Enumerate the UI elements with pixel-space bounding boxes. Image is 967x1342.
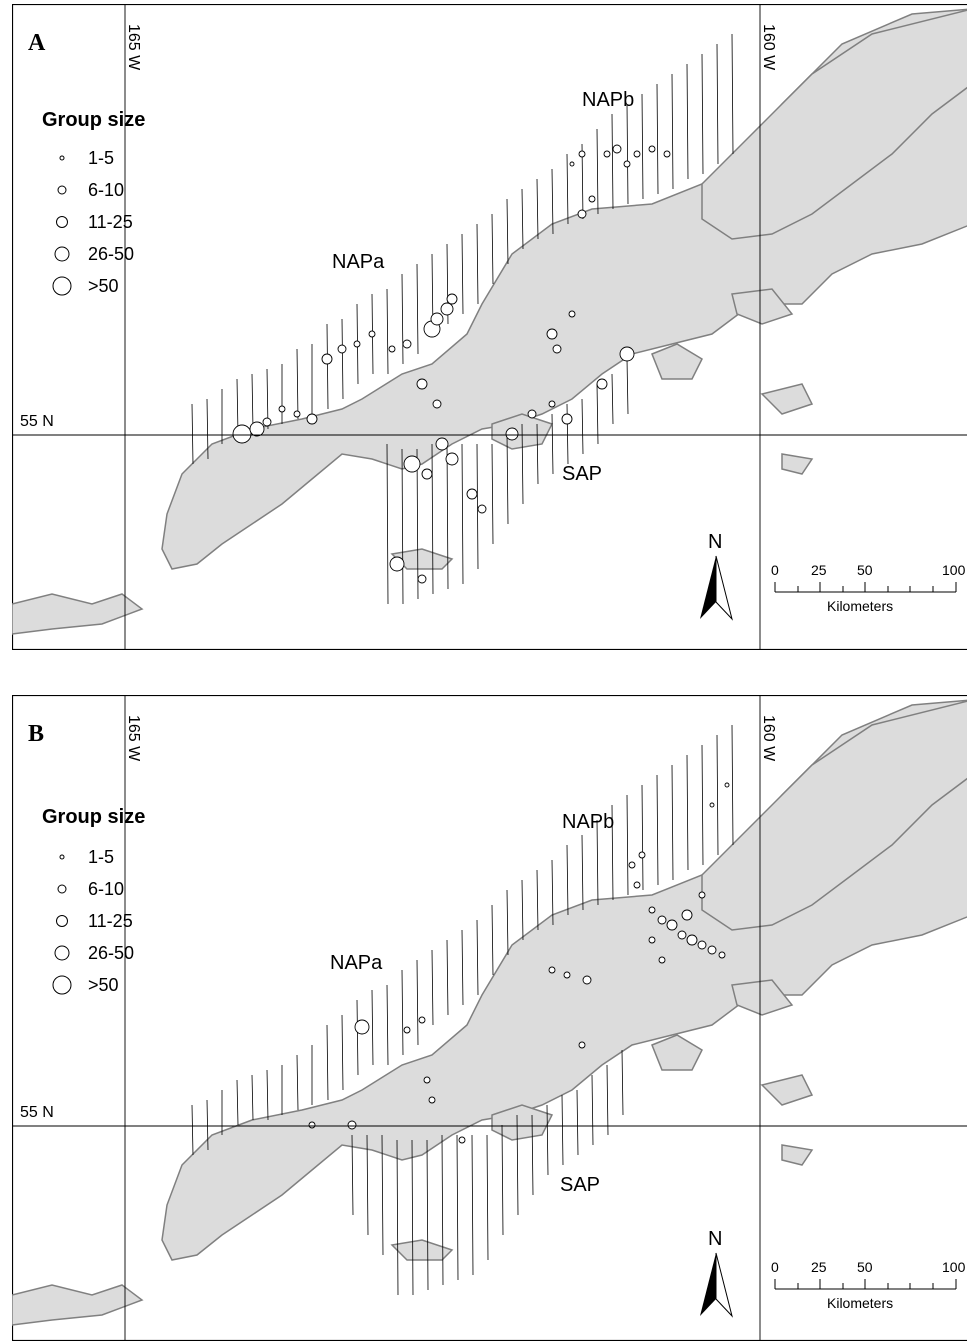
lon-east-label: 160 W	[760, 24, 777, 71]
island-small-1	[390, 548, 454, 570]
north-arrow-right-half	[715, 555, 733, 621]
lon-west-label: 165 W	[125, 24, 142, 71]
lon-east-label: 160 W	[760, 715, 777, 762]
legend-symbol-4	[54, 945, 70, 961]
legend-symbol-1	[59, 155, 65, 161]
scale-tick-label: 0	[771, 1259, 779, 1275]
legend-symbol-2	[57, 884, 67, 894]
north-arrow-label: N	[708, 531, 722, 553]
legend-label: 11-25	[88, 911, 133, 931]
mainland-east	[701, 9, 967, 240]
legend-label: 6-10	[88, 879, 124, 899]
scale-tick-label: 25	[811, 562, 827, 578]
region-label-napa: NAPa	[332, 251, 385, 273]
lat-label: 55 N	[20, 413, 54, 430]
panel-letter: B	[28, 721, 44, 747]
north-arrow-label: N	[708, 1228, 722, 1250]
legend-label: 1-5	[88, 148, 114, 168]
legend-symbol-2	[57, 185, 67, 195]
island-small-2	[651, 1034, 703, 1071]
scale-unit-label: Kilometers	[827, 1295, 893, 1311]
legend-label: >50	[88, 975, 119, 995]
island-small-4	[781, 1144, 814, 1166]
scale-unit-label: Kilometers	[827, 598, 893, 614]
land-masses	[12, 699, 967, 1326]
map-panel-b: 55 N 165 W 160 W B Group size 1-5 6-10 1…	[12, 695, 967, 1341]
scale-tick-label: 0	[771, 562, 779, 578]
legend-symbol-3	[56, 915, 68, 927]
legend-label: 26-50	[88, 943, 134, 963]
map-panel-a: 55 N 165 W 160 W A Group size 1-5 6-10 1…	[12, 4, 967, 650]
legend-symbol-5	[52, 975, 72, 995]
island-small-3	[760, 1074, 814, 1106]
scale-tick-label: 25	[811, 1259, 827, 1275]
island-small-5	[12, 1284, 144, 1326]
lon-west-label: 165 W	[125, 715, 142, 762]
island-unga	[491, 1104, 554, 1141]
scale-tick-label: 50	[857, 562, 873, 578]
lat-label: 55 N	[20, 1104, 54, 1121]
scale-tick-label: 50	[857, 1259, 873, 1275]
region-label-napb: NAPb	[562, 811, 614, 833]
legend-title: Group size	[42, 109, 145, 131]
legend-label: 1-5	[88, 847, 114, 867]
north-arrow: N	[700, 1228, 733, 1318]
region-label-napb: NAPb	[582, 89, 634, 111]
region-label-sap: SAP	[562, 463, 602, 485]
island-small-2	[651, 343, 703, 380]
region-label-sap: SAP	[560, 1174, 600, 1196]
legend: Group size 1-5 6-10 11-25 26-50 >50	[42, 806, 145, 995]
legend-label: 26-50	[88, 244, 134, 264]
scale-bar	[774, 1279, 957, 1290]
island-small-5	[12, 593, 144, 635]
north-arrow-left-half	[700, 556, 716, 619]
legend-symbol-4	[54, 246, 70, 262]
north-arrow-right-half	[715, 1252, 733, 1318]
panel-letter: A	[28, 30, 46, 56]
sightings	[308, 782, 730, 1144]
legend-title: Group size	[42, 806, 145, 828]
mainland-east	[701, 700, 967, 931]
scale-tick-label: 100	[942, 1259, 966, 1275]
graticule	[12, 695, 967, 1341]
north-arrow-left-half	[700, 1253, 716, 1316]
island-small-6	[731, 979, 794, 1016]
island-small-3	[760, 383, 814, 415]
island-small-1	[390, 1239, 454, 1261]
survey-transects	[191, 724, 734, 1296]
legend-symbol-3	[56, 216, 68, 228]
legend: Group size 1-5 6-10 11-25 26-50 >50	[42, 109, 145, 296]
region-label-napa: NAPa	[330, 952, 383, 974]
island-small-4	[781, 453, 814, 475]
legend-label: >50	[88, 276, 119, 296]
land-masses	[12, 8, 967, 635]
island-small-6	[731, 288, 794, 325]
graticule	[12, 4, 967, 650]
sightings	[232, 144, 671, 584]
scale-bar	[774, 582, 957, 593]
legend-symbol-5	[52, 276, 72, 296]
legend-label: 6-10	[88, 180, 124, 200]
north-arrow: N	[700, 531, 733, 621]
legend-symbol-1	[59, 854, 65, 860]
legend-label: 11-25	[88, 212, 133, 232]
scale-tick-label: 100	[942, 562, 966, 578]
